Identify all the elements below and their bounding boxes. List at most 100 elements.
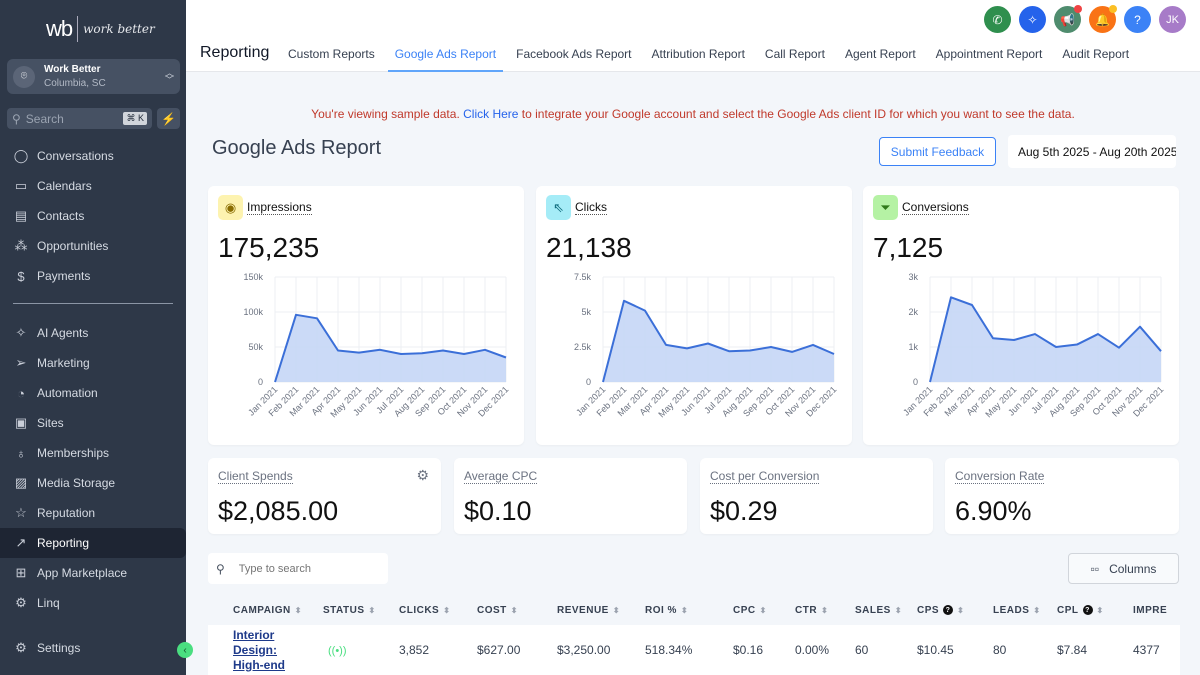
column-header-cpl[interactable]: CPL? ⬍ <box>1057 605 1133 616</box>
column-header-cost[interactable]: COST ⬍ <box>477 605 557 616</box>
columns-label: Columns <box>1109 561 1157 576</box>
help-icon[interactable]: ? <box>943 605 954 615</box>
sidebar-search[interactable]: ⚲ Search ⌘ K <box>7 108 152 129</box>
lightning-icon: ⚡ <box>161 111 176 126</box>
award-icon: ♁ <box>16 445 26 461</box>
tab-call-report[interactable]: Call Report <box>764 47 825 61</box>
metric-label[interactable]: Impressions <box>247 200 312 215</box>
stat-label: Average CPC <box>464 469 538 484</box>
sort-icon[interactable]: ⬍ <box>294 605 302 615</box>
table-header: CAMPAIGN ⬍ STATUS ⬍ CLICKS ⬍ COST ⬍ REVENUE ⬍ ROI … <box>208 596 1200 624</box>
column-header-cpc[interactable]: CPC ⬍ <box>733 605 795 616</box>
column-header-revenue[interactable]: REVENUE ⬍ <box>557 605 645 616</box>
column-header-label: COST <box>477 604 507 616</box>
column-header-roi[interactable]: ROI % ⬍ <box>645 605 733 616</box>
column-header-label: LEADS <box>993 604 1030 616</box>
column-header-ctr[interactable]: CTR ⬍ <box>795 605 855 616</box>
column-header-impre[interactable]: IMPRE <box>1133 605 1193 616</box>
sidebar-item-calendars[interactable]: ▭ Calendars <box>0 171 186 201</box>
stat-card-client-spends: Client Spends ⚙ $2,085.00 <box>208 458 441 534</box>
account-switcher[interactable]: ⌾ Work Better Columbia, SC ︿ ﹀ <box>7 59 180 94</box>
sidebar-item-label: Sites <box>37 416 64 430</box>
report-tabs: Custom Reports Google Ads Report Facebook … <box>281 38 1142 72</box>
collapse-sidebar-button[interactable]: ‹ <box>177 642 193 658</box>
sort-icon[interactable]: ⬍ <box>680 605 689 615</box>
sort-icon[interactable]: ⬍ <box>759 605 767 615</box>
sidebar-item-media-storage[interactable]: ▨ Media Storage <box>0 468 186 498</box>
image-icon: ▨ <box>14 475 28 490</box>
sidebar-item-sites[interactable]: ▣ Sites <box>0 408 186 438</box>
tab-appointment-report[interactable]: Appointment Report <box>935 47 1043 61</box>
ai-sparkle-icon[interactable]: ✧ <box>1019 6 1046 33</box>
columns-button[interactable]: ▫▫ Columns <box>1068 553 1179 584</box>
tab-audit-report[interactable]: Audit Report <box>1062 47 1130 61</box>
date-range-picker[interactable]: Aug 5th 2025 - Aug 20th 2025 <box>1008 135 1176 168</box>
tab-attribution-report[interactable]: Attribution Report <box>651 47 745 61</box>
table-search-input[interactable] <box>238 562 369 575</box>
column-header-label: STATUS <box>323 604 365 616</box>
sidebar-item-label: Linq <box>37 596 60 610</box>
column-header-label: SALES <box>855 604 891 616</box>
sidebar-item-automation[interactable]: ◔ Automation <box>0 378 186 408</box>
sidebar-item-label: Opportunities <box>37 239 109 253</box>
sidebar-item-opportunities[interactable]: ⁂ Opportunities <box>0 231 186 261</box>
metric-label[interactable]: Conversions <box>902 200 969 215</box>
tab-google-ads-report[interactable]: Google Ads Report <box>387 38 504 72</box>
sidebar-item-memberships[interactable]: ♁ Memberships <box>0 438 186 468</box>
sidebar-item-marketing[interactable]: ➢ Marketing <box>0 348 186 378</box>
tab-agent-report[interactable]: Agent Report <box>844 47 916 61</box>
sidebar-item-settings[interactable]: ⚙ Settings <box>0 633 186 663</box>
tab-facebook-ads-report[interactable]: Facebook Ads Report <box>516 47 632 61</box>
chat-bubble-icon: ◯ <box>13 148 29 163</box>
column-header-status[interactable]: STATUS ⬍ <box>323 605 399 616</box>
column-header-clicks[interactable]: CLICKS ⬍ <box>399 605 477 616</box>
settings-gear-icon[interactable]: ⚙ <box>416 467 429 483</box>
metric-label[interactable]: Clicks <box>575 200 607 215</box>
cell-leads: 80 <box>993 643 1007 657</box>
sort-icon[interactable]: ⬍ <box>510 605 518 615</box>
sort-icon[interactable]: ⬍ <box>1096 605 1104 615</box>
sort-icon[interactable]: ⬍ <box>821 605 829 615</box>
sidebar-item-payments[interactable]: $ Payments <box>0 261 186 291</box>
integrate-link[interactable]: Click Here <box>463 107 519 121</box>
sort-icon[interactable]: ⬍ <box>894 605 903 615</box>
sidebar-item-contacts[interactable]: ▤ Contacts <box>0 201 186 231</box>
column-header-campaign[interactable]: CAMPAIGN ⬍ <box>233 605 323 616</box>
sort-icon[interactable]: ⬍ <box>368 605 376 615</box>
contacts-book-icon: ▤ <box>14 208 28 223</box>
sidebar-item-ai-agents[interactable]: ✧ AI Agents <box>0 318 186 348</box>
campaign-link[interactable]: Interior Design: High-end <box>233 627 285 672</box>
sidebar-item-label: Contacts <box>37 209 85 223</box>
megaphone-icon[interactable]: 📢 <box>1054 5 1082 33</box>
column-header-cps[interactable]: CPS? ⬍ <box>917 605 993 616</box>
sidebar-item-reputation[interactable]: ☆ Reputation <box>0 498 186 528</box>
submit-feedback-button[interactable]: Submit Feedback <box>879 137 996 166</box>
tab-custom-reports[interactable]: Custom Reports <box>288 47 375 61</box>
phone-icon[interactable]: ✆ <box>984 6 1011 33</box>
column-header-label: CTR <box>795 604 818 616</box>
sidebar-item-conversations[interactable]: ◯ Conversations <box>0 141 186 171</box>
sidebar-item-label: Automation <box>37 386 98 400</box>
sidebar-item-linq[interactable]: ⚙ Linq <box>0 588 186 618</box>
sort-icon[interactable]: ⬍ <box>612 605 621 615</box>
search-icon: ⚲ <box>216 561 225 576</box>
sort-icon[interactable]: ⬍ <box>443 605 451 615</box>
column-header-label: CPS <box>917 604 940 616</box>
bell-icon[interactable]: 🔔 <box>1089 5 1117 33</box>
sort-icon[interactable]: ⬍ <box>1033 605 1041 615</box>
account-name: Work Better <box>44 63 101 75</box>
location-pin-icon: ⌾ <box>13 65 35 88</box>
table-search[interactable]: ⚲ <box>208 553 388 584</box>
sidebar-nav-primary: ◯ Conversations ▭ Calendars ▤ Contacts ⁂ Opport… <box>0 141 186 291</box>
sort-icon[interactable]: ⬍ <box>957 605 965 615</box>
user-avatar[interactable]: JK <box>1159 6 1186 33</box>
sidebar-item-app-marketplace[interactable]: ⊞ App Marketplace <box>0 558 186 588</box>
sidebar-item-reporting[interactable]: ↗ Reporting <box>0 528 186 558</box>
quick-actions-button[interactable]: ⚡ <box>157 108 180 129</box>
column-header-sales[interactable]: SALES ⬍ <box>855 605 917 616</box>
brand-logo[interactable]: wb work better <box>46 16 155 42</box>
help-icon[interactable]: ? <box>1124 6 1151 33</box>
column-header-leads[interactable]: LEADS ⬍ <box>993 605 1057 616</box>
help-icon[interactable]: ? <box>1082 605 1093 615</box>
